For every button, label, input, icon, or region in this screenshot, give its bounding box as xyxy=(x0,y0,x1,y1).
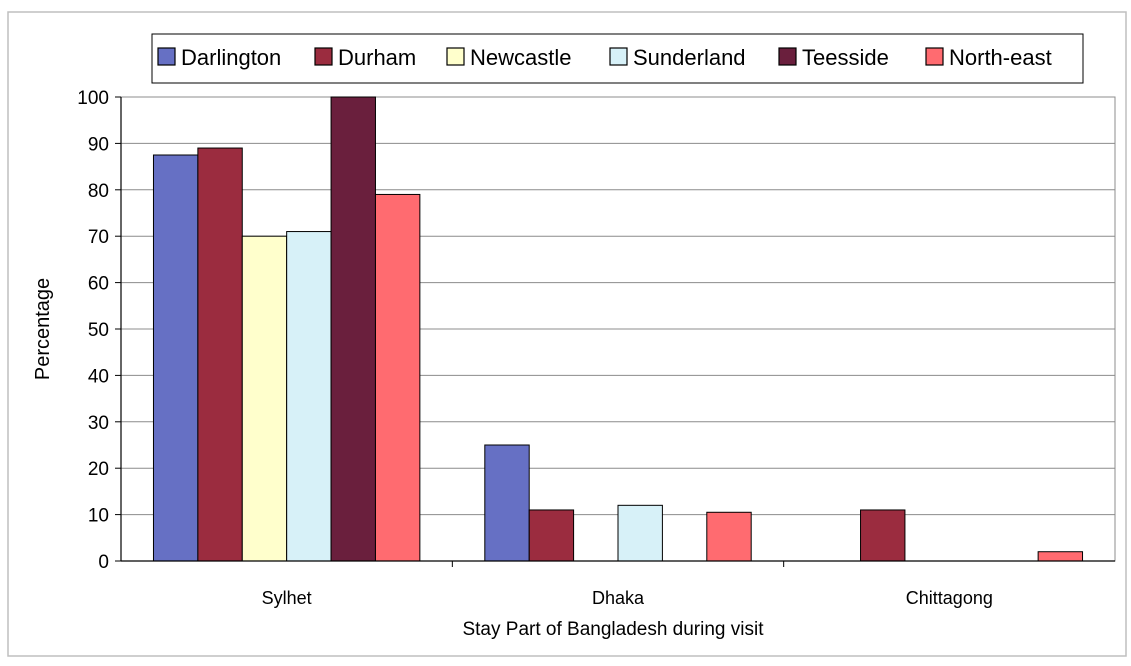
bar-teesside-sylhet xyxy=(330,96,376,562)
bar-sunderland-dhaka xyxy=(617,504,663,562)
legend: Darlington Durham Newcastle Sunderland Teess… xyxy=(151,33,1084,84)
bar-north-east-dhaka xyxy=(706,511,752,562)
y-axis-ticks: 0 10 20 30 40 50 60 70 80 90 100 xyxy=(77,88,122,573)
x-tick-label: Chittagong xyxy=(906,588,993,608)
y-axis-title: Percentage xyxy=(32,278,54,380)
bar-north-east-sylhet xyxy=(374,193,421,562)
bar-durham-dhaka xyxy=(528,509,575,562)
legend-swatch xyxy=(609,47,628,66)
bar-durham-chittagong xyxy=(860,509,906,562)
bar-durham-sylhet xyxy=(197,147,243,562)
bar-darlington-sylhet xyxy=(152,154,199,562)
x-tick-label: Sylhet xyxy=(262,588,312,608)
legend-label: Darlington xyxy=(181,45,281,70)
x-axis-title: Stay Part of Bangladesh during visit xyxy=(462,619,764,640)
legend-label: Teesside xyxy=(802,45,889,70)
y-tick-label: 30 xyxy=(88,413,109,434)
y-tick-label: 90 xyxy=(88,134,109,155)
y-tick-label: 20 xyxy=(88,459,109,480)
bars xyxy=(152,96,1084,562)
y-tick-label: 10 xyxy=(88,506,109,527)
bar-north-east-chittagong xyxy=(1037,551,1084,562)
y-tick-label: 40 xyxy=(88,366,109,387)
legend-label: Durham xyxy=(338,45,416,70)
legend-label: Newcastle xyxy=(470,45,571,70)
x-tick-label: Dhaka xyxy=(592,588,645,608)
legend-swatch xyxy=(446,47,465,66)
legend-label: North-east xyxy=(949,45,1052,70)
legend-label: Sunderland xyxy=(633,45,746,70)
y-tick-label: 60 xyxy=(88,274,109,295)
y-tick-label: 50 xyxy=(88,320,109,341)
bar-newcastle-sylhet xyxy=(241,235,288,562)
y-tick-label: 0 xyxy=(98,552,109,573)
y-tick-label: 70 xyxy=(88,227,109,248)
legend-swatch xyxy=(314,47,333,66)
bar-sunderland-sylhet xyxy=(286,231,332,562)
y-tick-label: 80 xyxy=(88,181,109,202)
legend-swatch xyxy=(157,47,176,66)
x-axis-ticks: Sylhet Dhaka Chittagong xyxy=(121,560,1115,608)
legend-swatch xyxy=(925,47,944,66)
y-tick-label: 100 xyxy=(77,88,109,109)
legend-swatch xyxy=(778,47,797,66)
bar-darlington-dhaka xyxy=(484,444,530,562)
